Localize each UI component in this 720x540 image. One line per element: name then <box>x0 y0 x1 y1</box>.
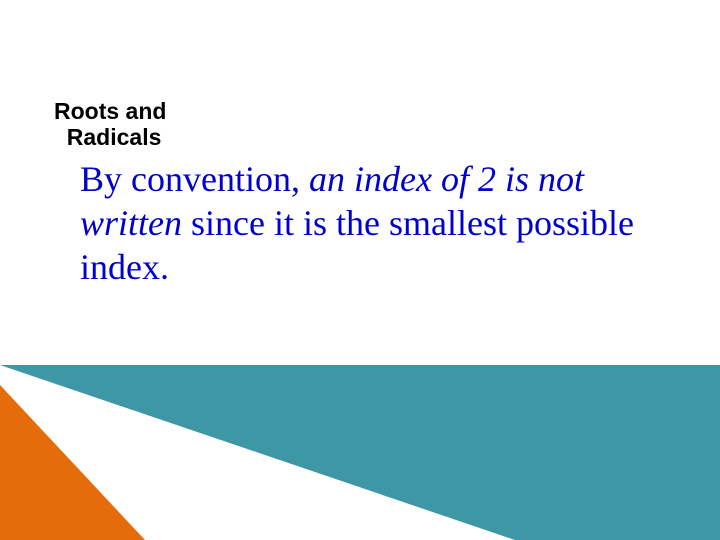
body-part-1: By convention, <box>80 159 309 199</box>
decorative-orange-triangle <box>0 385 145 540</box>
body-italic-1: an index of 2 is <box>309 159 529 199</box>
slide-title: Roots and Radicals <box>54 98 166 151</box>
title-line-2: Radicals <box>67 124 162 150</box>
title-line-1: Roots and <box>54 98 166 124</box>
slide-body: By convention, an index of 2 is not writ… <box>80 158 660 290</box>
slide: Roots and Radicals By convention, an ind… <box>0 0 720 540</box>
